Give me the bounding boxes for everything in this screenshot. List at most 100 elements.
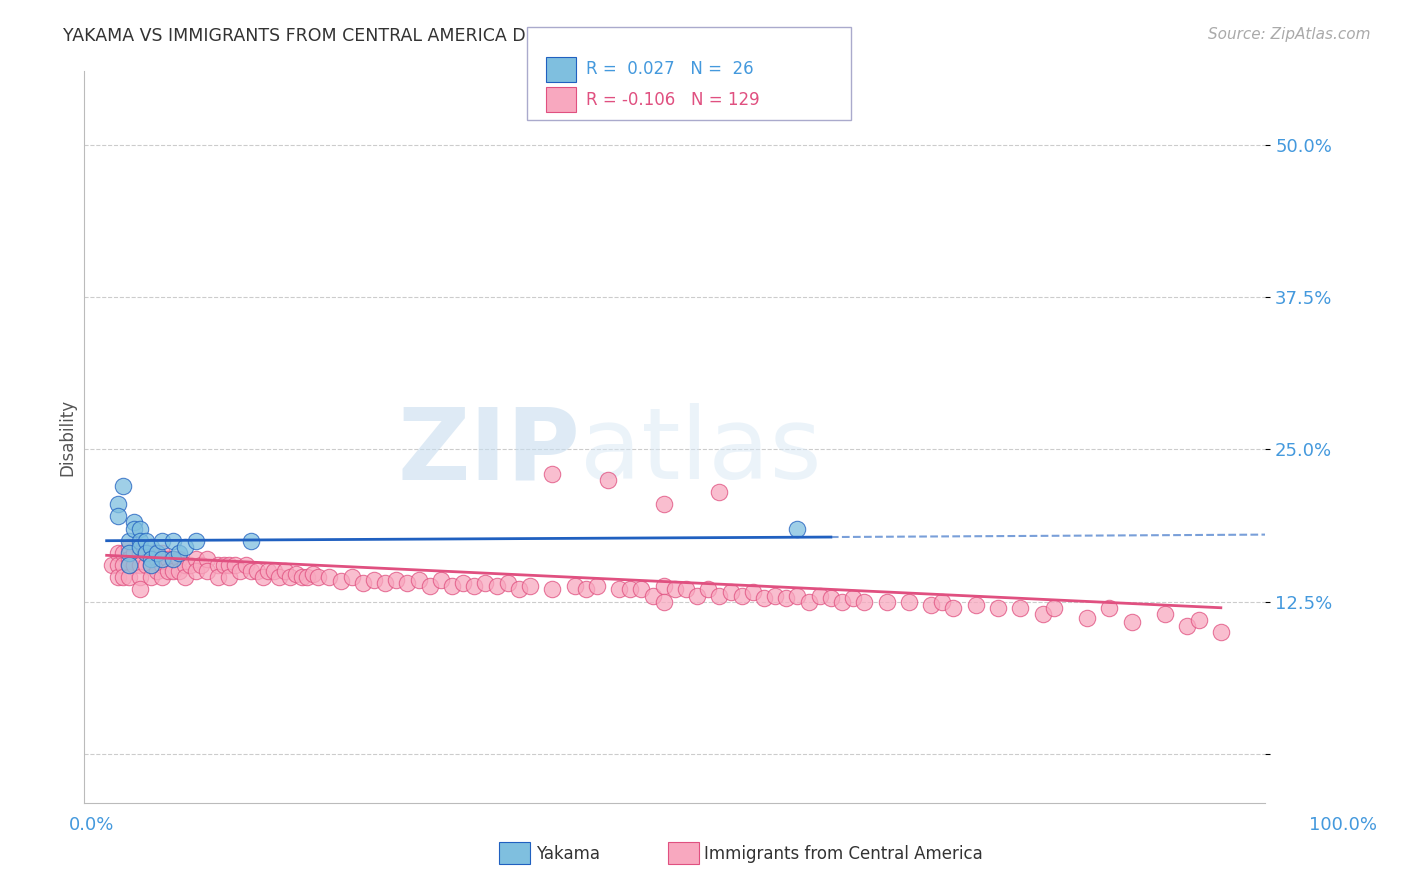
Point — [731, 589, 754, 603]
Point — [107, 497, 129, 511]
Point — [118, 533, 141, 548]
Point — [664, 582, 686, 597]
Point — [474, 576, 496, 591]
Point — [112, 570, 135, 584]
Point — [419, 579, 441, 593]
Point — [124, 516, 146, 530]
Point — [430, 573, 453, 587]
Point — [652, 579, 675, 593]
Point — [141, 570, 163, 584]
Point — [942, 600, 965, 615]
Point — [135, 558, 157, 573]
Point — [235, 558, 257, 573]
Point — [441, 579, 464, 593]
Point — [876, 594, 898, 608]
Point — [352, 576, 374, 591]
Point — [519, 579, 541, 593]
Point — [240, 533, 263, 548]
Point — [808, 589, 831, 603]
Point — [195, 552, 218, 566]
Point — [1032, 607, 1054, 621]
Point — [150, 552, 173, 566]
Point — [541, 467, 564, 481]
Point — [141, 546, 163, 560]
Point — [820, 591, 842, 605]
Point — [741, 585, 763, 599]
Point — [652, 497, 675, 511]
Point — [195, 564, 218, 578]
Point — [1098, 600, 1121, 615]
Point — [931, 594, 953, 608]
Point — [146, 546, 169, 560]
Text: YAKAMA VS IMMIGRANTS FROM CENTRAL AMERICA DISABILITY CORRELATION CHART: YAKAMA VS IMMIGRANTS FROM CENTRAL AMERIC… — [63, 27, 801, 45]
Point — [451, 576, 474, 591]
Point — [162, 564, 184, 578]
Point — [831, 594, 853, 608]
Point — [135, 546, 157, 560]
Point — [269, 570, 291, 584]
Point — [229, 564, 252, 578]
Point — [167, 552, 190, 566]
Point — [374, 576, 396, 591]
Point — [285, 566, 308, 581]
Point — [141, 558, 163, 573]
Point — [240, 564, 263, 578]
Point — [224, 558, 246, 573]
Point — [141, 540, 163, 554]
Point — [897, 594, 920, 608]
Point — [129, 546, 152, 560]
Point — [162, 552, 184, 566]
Point — [853, 594, 876, 608]
Point — [107, 546, 129, 560]
Point — [763, 589, 786, 603]
Point — [630, 582, 652, 597]
Point — [173, 570, 195, 584]
Point — [129, 540, 152, 554]
Point — [786, 521, 808, 535]
Point — [184, 533, 207, 548]
Point — [274, 564, 297, 578]
Point — [280, 570, 302, 584]
Point — [150, 546, 173, 560]
Point — [596, 473, 619, 487]
Point — [218, 558, 240, 573]
Point — [107, 509, 129, 524]
Point — [318, 570, 340, 584]
Point — [112, 479, 135, 493]
Point — [686, 589, 709, 603]
Point — [396, 576, 419, 591]
Point — [207, 570, 229, 584]
Point — [101, 558, 124, 573]
Point — [1209, 625, 1232, 640]
Point — [363, 573, 385, 587]
Point — [129, 558, 152, 573]
Point — [1187, 613, 1209, 627]
Text: Source: ZipAtlas.com: Source: ZipAtlas.com — [1208, 27, 1371, 42]
Point — [775, 591, 797, 605]
Point — [129, 533, 152, 548]
Point — [263, 564, 285, 578]
Point — [607, 582, 630, 597]
Point — [118, 558, 141, 573]
Point — [1042, 600, 1064, 615]
Point — [124, 558, 146, 573]
Point — [1121, 615, 1143, 630]
Point — [167, 546, 190, 560]
Point — [586, 579, 609, 593]
Point — [463, 579, 485, 593]
Point — [129, 521, 152, 535]
Point — [146, 564, 169, 578]
Point — [709, 589, 731, 603]
Point — [107, 570, 129, 584]
Point — [252, 570, 274, 584]
Y-axis label: Disability: Disability — [58, 399, 76, 475]
Point — [190, 558, 212, 573]
Point — [118, 570, 141, 584]
Point — [752, 591, 775, 605]
Point — [720, 585, 742, 599]
Point — [385, 573, 408, 587]
Point — [129, 570, 152, 584]
Point — [162, 533, 184, 548]
Point — [1010, 600, 1032, 615]
Point — [842, 591, 865, 605]
